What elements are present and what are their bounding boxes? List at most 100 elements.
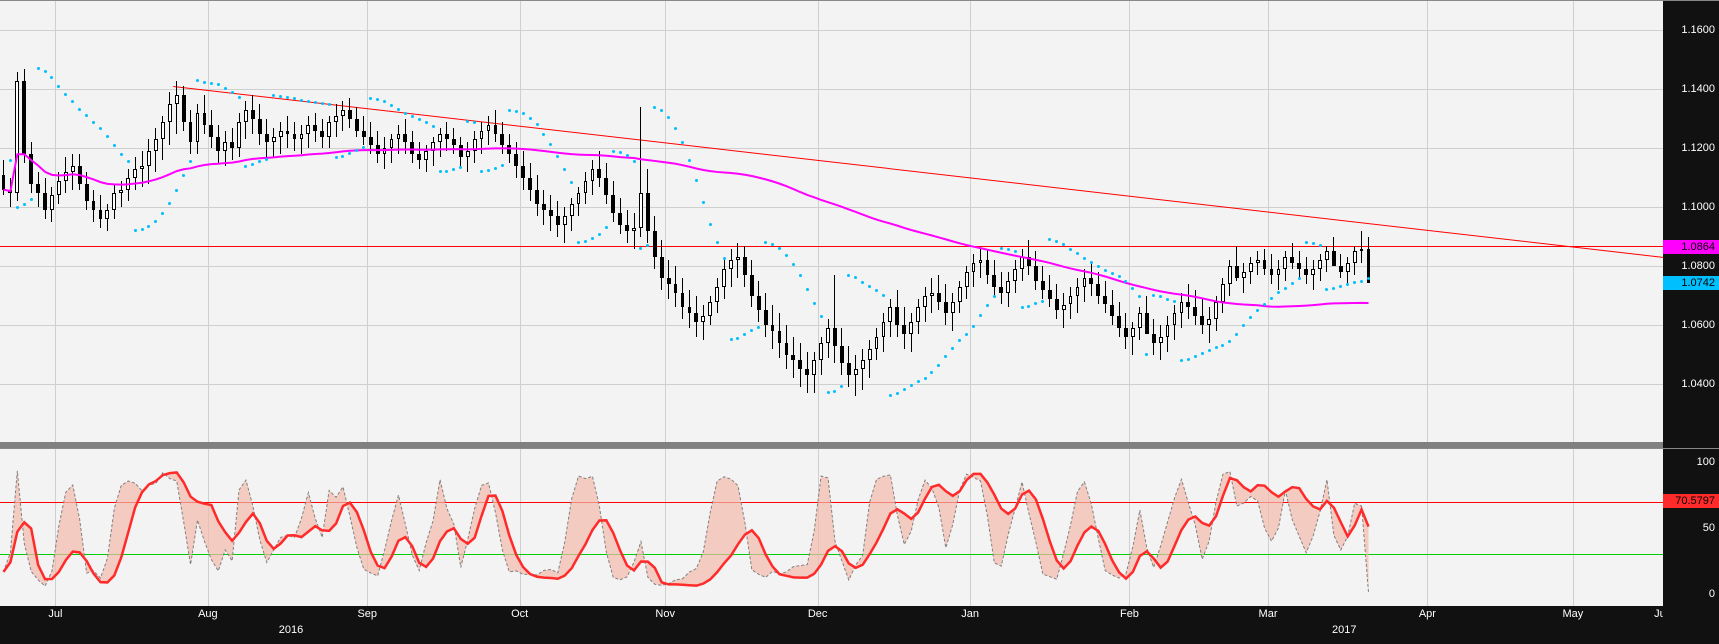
candle-wick: [176, 81, 177, 134]
psar-dot: [1007, 248, 1010, 251]
price-svg-overlay: [0, 1, 1663, 443]
candle-body: [92, 201, 96, 210]
psar-dot: [120, 153, 123, 156]
psar-dot: [307, 100, 310, 103]
candle-body: [875, 337, 879, 349]
psar-dot: [709, 223, 712, 226]
candle-body: [147, 151, 151, 166]
psar-dot: [847, 274, 850, 277]
price-y-tick: 1.0400: [1681, 378, 1715, 390]
price-y-axis: 1.04001.06001.08001.10001.12001.14001.16…: [1663, 1, 1719, 443]
candle-body: [306, 125, 310, 134]
candle-body: [36, 184, 40, 193]
psar-dot: [785, 254, 788, 257]
time-tick-label: Apr: [1419, 608, 1436, 620]
candle-body: [279, 131, 283, 137]
psar-dot: [369, 97, 372, 100]
psar-dot: [1097, 265, 1100, 268]
time-tick-label: Oct: [511, 608, 528, 620]
psar-dot: [806, 288, 809, 291]
candle-body: [1242, 272, 1246, 278]
candle-body: [1006, 281, 1010, 293]
time-tick-label: Feb: [1120, 608, 1139, 620]
candle-body: [1207, 319, 1211, 325]
time-year-label: 2017: [1332, 624, 1356, 636]
candle-body: [549, 210, 553, 216]
psar-dot: [1208, 349, 1211, 352]
time-year-label: 2016: [279, 624, 303, 636]
price-y-tick: 1.1000: [1681, 201, 1715, 213]
candle-body: [688, 307, 692, 313]
candle-body: [300, 134, 304, 140]
candle-body: [168, 104, 172, 122]
candle-body: [1041, 281, 1045, 290]
candle-wick: [1077, 278, 1078, 313]
psar-dot: [1270, 297, 1273, 300]
psar-dot: [425, 121, 428, 124]
psar-dot: [757, 326, 760, 329]
candle-body: [563, 216, 567, 225]
price-y-tick: 1.1600: [1681, 24, 1715, 36]
candle-body: [979, 260, 983, 263]
candle-body: [459, 145, 463, 157]
candle-body: [729, 260, 733, 269]
candle-body: [112, 193, 116, 211]
candle-wick: [1292, 243, 1293, 270]
time-tick-label: Jul: [48, 608, 62, 620]
psar-dot: [328, 103, 331, 106]
candle-body: [1083, 278, 1087, 287]
candle-body: [1325, 251, 1329, 260]
price-plot[interactable]: [0, 1, 1663, 443]
psar-dot: [1083, 257, 1086, 260]
psar-dot: [674, 127, 677, 130]
candle-body: [466, 151, 470, 157]
time-tick-label: Dec: [808, 608, 828, 620]
candle-body: [119, 190, 123, 193]
candle-body: [85, 184, 89, 202]
oscillator-plot[interactable]: [0, 449, 1663, 607]
oscillator-pane[interactable]: 05010070.5797: [0, 448, 1719, 608]
psar-dot: [418, 118, 421, 121]
candle-body: [286, 131, 290, 134]
candle-wick: [634, 213, 635, 248]
candle-body: [951, 302, 955, 314]
candle-body: [1027, 257, 1031, 266]
price-y-tick: 1.1200: [1681, 142, 1715, 154]
psar-dot: [23, 203, 26, 206]
candle-body: [708, 302, 712, 317]
candle-body: [1290, 257, 1294, 263]
time-tick-label: Nov: [655, 608, 675, 620]
candle-body: [861, 360, 865, 369]
candle-body: [812, 360, 816, 375]
candle-body: [494, 125, 498, 134]
candle-wick: [1243, 263, 1244, 292]
osc-y-tick: 50: [1703, 522, 1715, 534]
candle-body: [1145, 313, 1149, 334]
candle-body: [126, 178, 130, 190]
candle-body: [1131, 328, 1135, 337]
psar-dot: [972, 325, 975, 328]
candle-body: [757, 296, 761, 311]
psar-dot: [1367, 277, 1370, 280]
candle-body: [8, 190, 12, 193]
candle-body: [237, 122, 241, 149]
candle-body: [847, 363, 851, 375]
price-pane[interactable]: 1.04001.06001.08001.10001.12001.14001.16…: [0, 0, 1719, 444]
candle-body: [1332, 251, 1336, 266]
psar-dot: [203, 81, 206, 84]
psar-dot: [965, 333, 968, 336]
candle-body: [764, 310, 768, 325]
candle-body: [923, 296, 927, 308]
candle-body: [902, 325, 906, 334]
candle-body: [736, 257, 740, 260]
candle-body: [445, 134, 449, 140]
chart-root: 1.04001.06001.08001.10001.12001.14001.16…: [0, 0, 1719, 644]
candle-body: [805, 369, 809, 375]
candle-body: [785, 343, 789, 355]
psar-dot: [813, 302, 816, 305]
candle-body: [29, 154, 33, 183]
candle-body: [1055, 299, 1059, 311]
psar-dot: [688, 159, 691, 162]
psar-dot: [411, 115, 414, 118]
psar-dot: [1194, 355, 1197, 358]
